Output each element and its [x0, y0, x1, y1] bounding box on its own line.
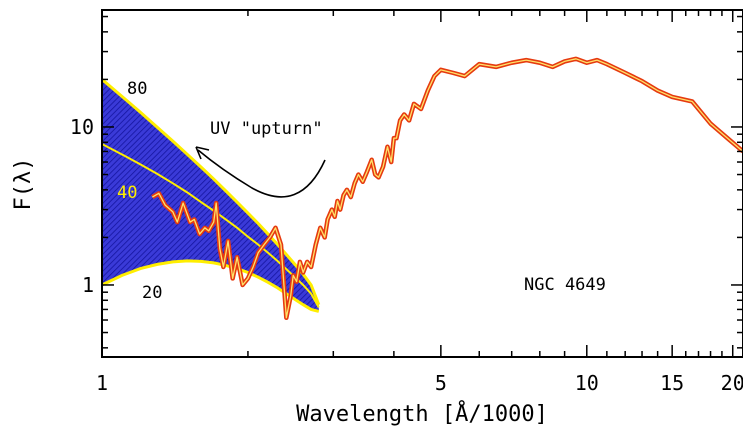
series-line-inner-0 [152, 58, 743, 319]
y-tick-label: 1 [82, 273, 94, 297]
y-tick-label: 10 [70, 115, 94, 139]
y-axis-label: F(λ) [11, 158, 36, 211]
band-upper-edge [102, 78, 321, 306]
band-label-80: 80 [127, 79, 147, 99]
band-fill [102, 79, 319, 312]
x-tick-label: 5 [435, 371, 447, 395]
x-tick-label: 15 [660, 371, 684, 395]
x-tick-label: 20 [721, 371, 743, 395]
band-label-20: 20 [142, 283, 162, 303]
annotations: 80 40 20 UV "upturn" NGC 4649 [117, 79, 606, 303]
upturn-annotation: UV "upturn" [210, 119, 323, 139]
x-axis-label: Wavelength [Å/1000] [296, 400, 548, 427]
x-tick-label: 10 [575, 371, 599, 395]
band-label-40: 40 [117, 183, 137, 203]
x-tick-label: 1 [96, 371, 108, 395]
arrow-head-icon [195, 146, 210, 160]
spectrum-series [151, 56, 743, 321]
galaxy-label: NGC 4649 [524, 275, 606, 295]
upturn-arrow [197, 149, 326, 198]
plot-frame [101, 9, 743, 358]
